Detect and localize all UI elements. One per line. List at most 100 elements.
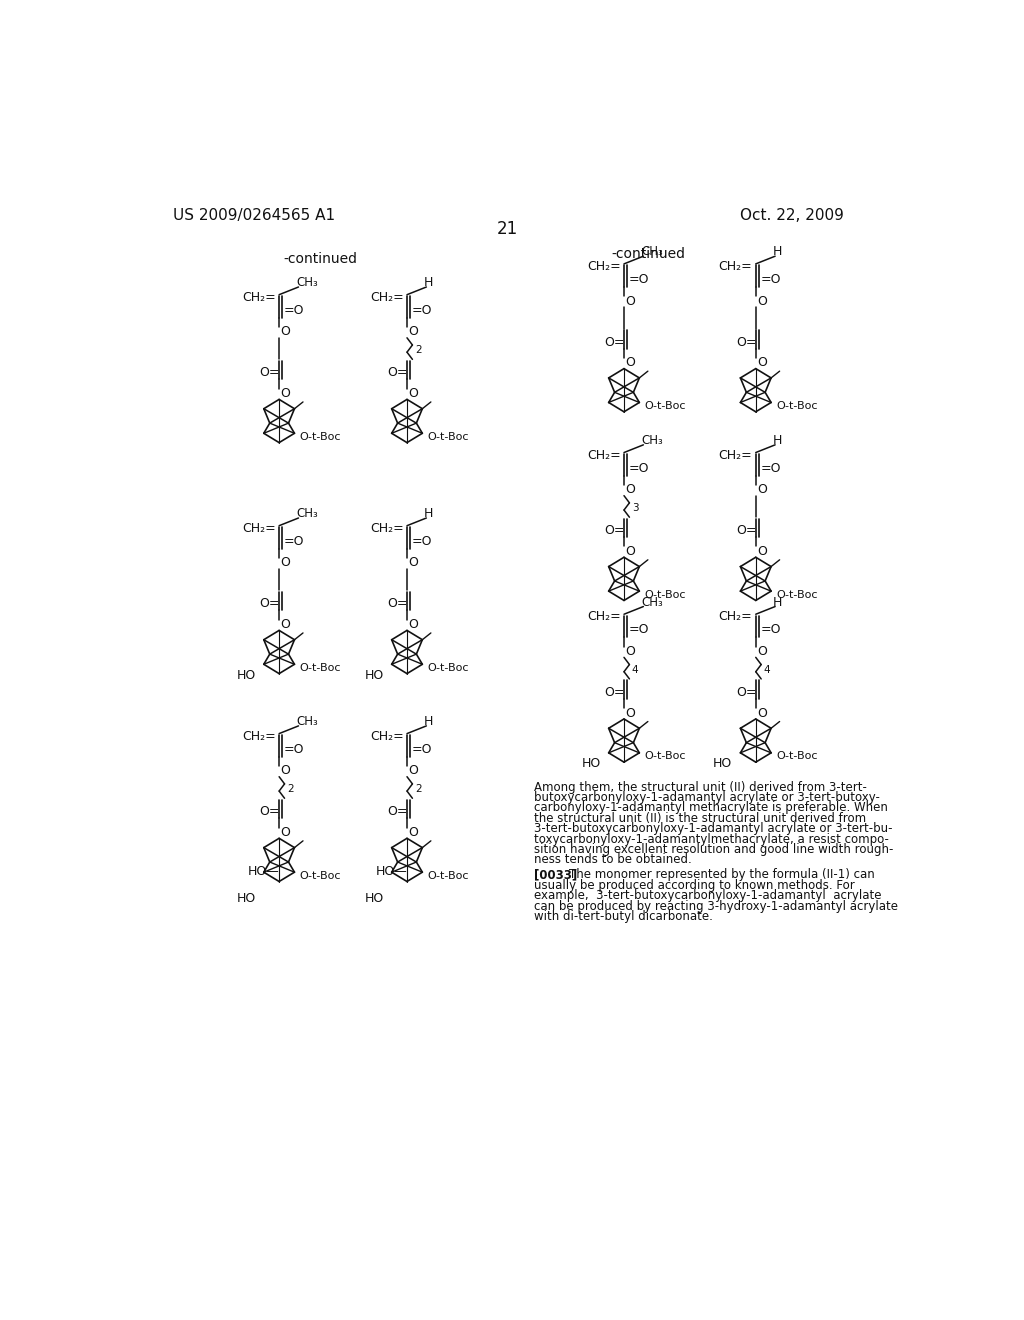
Text: O: O <box>758 483 767 496</box>
Text: O-t-Boc: O-t-Boc <box>427 871 469 880</box>
Text: O-t-Boc: O-t-Boc <box>299 432 341 442</box>
Text: H: H <box>773 434 782 447</box>
Text: O: O <box>758 294 767 308</box>
Text: [0033]: [0033] <box>535 869 578 882</box>
Text: 3-tert-butoxycarbonyloxy-1-adamantyl acrylate or 3-tert-bu-: 3-tert-butoxycarbonyloxy-1-adamantyl acr… <box>535 822 893 836</box>
Text: carbonyloxy-1-adamantyl methacrylate is preferable. When: carbonyloxy-1-adamantyl methacrylate is … <box>535 801 888 814</box>
Text: O: O <box>281 557 291 569</box>
Text: US 2009/0264565 A1: US 2009/0264565 A1 <box>173 209 335 223</box>
Text: =O: =O <box>761 273 781 286</box>
Text: O: O <box>626 706 636 719</box>
Text: =O: =O <box>629 273 649 286</box>
Text: O: O <box>626 545 636 558</box>
Text: Among them, the structural unit (II) derived from 3-tert-: Among them, the structural unit (II) der… <box>535 780 867 793</box>
Text: CH₂=: CH₂= <box>242 730 275 743</box>
Text: O: O <box>758 545 767 558</box>
Text: O=: O= <box>604 686 625 698</box>
Text: O=: O= <box>388 597 409 610</box>
Text: CH₃: CH₃ <box>296 276 317 289</box>
Text: CH₃: CH₃ <box>641 595 663 609</box>
Text: O=: O= <box>736 524 757 537</box>
Text: =O: =O <box>284 304 304 317</box>
Text: H: H <box>424 715 433 729</box>
Text: HO: HO <box>713 758 732 771</box>
Text: toxycarbonyloxy-1-adamantylmethacrylate, a resist compo-: toxycarbonyloxy-1-adamantylmethacrylate,… <box>535 833 889 846</box>
Text: H: H <box>424 276 433 289</box>
Text: O=: O= <box>736 686 757 698</box>
Text: O: O <box>281 326 291 338</box>
Text: CH₂=: CH₂= <box>587 449 621 462</box>
Text: HO: HO <box>365 892 384 906</box>
Text: O: O <box>409 826 419 840</box>
Text: O: O <box>281 764 291 777</box>
Text: HO—: HO— <box>248 866 280 878</box>
Text: CH₂=: CH₂= <box>587 260 621 273</box>
Text: Oct. 22, 2009: Oct. 22, 2009 <box>740 209 844 223</box>
Text: HO: HO <box>237 892 256 906</box>
Text: CH₂=: CH₂= <box>370 521 403 535</box>
Text: CH₂=: CH₂= <box>242 521 275 535</box>
Text: 4: 4 <box>632 664 638 675</box>
Text: with di-tert-butyl dicarbonate.: with di-tert-butyl dicarbonate. <box>535 909 713 923</box>
Text: O-t-Boc: O-t-Boc <box>776 751 817 762</box>
Text: 2: 2 <box>415 345 421 355</box>
Text: O-t-Boc: O-t-Boc <box>299 871 341 880</box>
Text: O: O <box>626 483 636 496</box>
Text: O=: O= <box>260 805 281 818</box>
Text: O-t-Boc: O-t-Boc <box>427 432 469 442</box>
Text: =O: =O <box>284 743 304 756</box>
Text: O=: O= <box>260 597 281 610</box>
Text: HO: HO <box>582 758 601 771</box>
Text: O: O <box>409 326 419 338</box>
Text: =O: =O <box>629 462 649 475</box>
Text: O-t-Boc: O-t-Boc <box>427 663 469 673</box>
Text: CH₂=: CH₂= <box>719 610 753 623</box>
Text: O=: O= <box>604 524 625 537</box>
Text: =O: =O <box>761 462 781 475</box>
Text: 3: 3 <box>632 503 638 513</box>
Text: H: H <box>773 595 782 609</box>
Text: CH₂=: CH₂= <box>587 610 621 623</box>
Text: usually be produced according to known methods. For: usually be produced according to known m… <box>535 879 855 892</box>
Text: CH₃: CH₃ <box>641 434 663 447</box>
Text: CH₂=: CH₂= <box>242 290 275 304</box>
Text: HO—: HO— <box>376 866 408 878</box>
Text: O: O <box>626 356 636 370</box>
Text: sition having excellent resolution and good line width rough-: sition having excellent resolution and g… <box>535 843 894 855</box>
Text: O-t-Boc: O-t-Boc <box>644 401 686 411</box>
Text: ness tends to be obtained.: ness tends to be obtained. <box>535 853 692 866</box>
Text: example,  3-tert-butoxycarbonyloxy-1-adamantyl  acrylate: example, 3-tert-butoxycarbonyloxy-1-adam… <box>535 890 882 902</box>
Text: O-t-Boc: O-t-Boc <box>776 590 817 599</box>
Text: H: H <box>424 507 433 520</box>
Text: CH₃: CH₃ <box>296 715 317 729</box>
Text: =O: =O <box>412 743 432 756</box>
Text: O: O <box>409 387 419 400</box>
Text: -continued: -continued <box>284 252 357 267</box>
Text: =O: =O <box>412 304 432 317</box>
Text: O: O <box>281 387 291 400</box>
Text: O=: O= <box>388 805 409 818</box>
Text: O: O <box>758 645 767 659</box>
Text: HO: HO <box>237 669 256 682</box>
Text: O-t-Boc: O-t-Boc <box>299 663 341 673</box>
Text: =O: =O <box>629 623 649 636</box>
Text: =O: =O <box>761 623 781 636</box>
Text: O: O <box>758 356 767 370</box>
Text: can be produced by reacting 3-hydroxy-1-adamantyl acrylate: can be produced by reacting 3-hydroxy-1-… <box>535 899 898 912</box>
Text: O: O <box>409 618 419 631</box>
Text: =O: =O <box>412 535 432 548</box>
Text: O-t-Boc: O-t-Boc <box>644 751 686 762</box>
Text: O: O <box>626 645 636 659</box>
Text: H: H <box>773 246 782 259</box>
Text: O-t-Boc: O-t-Boc <box>644 590 686 599</box>
Text: 21: 21 <box>497 220 518 238</box>
Text: butoxycarbonyloxy-1-adamantyl acrylate or 3-tert-butoxy-: butoxycarbonyloxy-1-adamantyl acrylate o… <box>535 791 880 804</box>
Text: O=: O= <box>736 335 757 348</box>
Text: CH₃: CH₃ <box>296 507 317 520</box>
Text: CH₂=: CH₂= <box>719 449 753 462</box>
Text: O: O <box>409 764 419 777</box>
Text: CH₃: CH₃ <box>641 246 663 259</box>
Text: =O: =O <box>284 535 304 548</box>
Text: O: O <box>409 557 419 569</box>
Text: O=: O= <box>604 335 625 348</box>
